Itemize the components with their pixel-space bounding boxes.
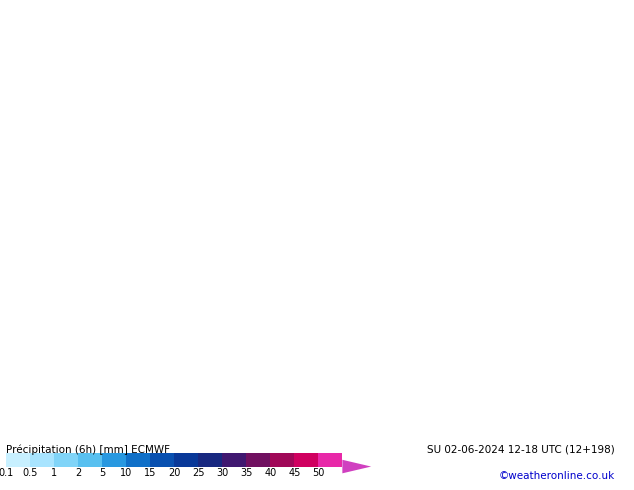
- Bar: [247, 453, 270, 466]
- Text: 45: 45: [288, 468, 301, 478]
- Text: 5: 5: [99, 468, 105, 478]
- Bar: [126, 453, 150, 466]
- Text: 2: 2: [75, 468, 82, 478]
- Text: 25: 25: [192, 468, 205, 478]
- Bar: [79, 453, 102, 466]
- Bar: [270, 453, 294, 466]
- Text: 30: 30: [216, 468, 228, 478]
- Bar: [150, 453, 174, 466]
- Bar: [30, 453, 55, 466]
- Text: Précipitation (6h) [mm] ECMWF: Précipitation (6h) [mm] ECMWF: [6, 445, 171, 455]
- Text: 0.1: 0.1: [0, 468, 14, 478]
- Text: 1: 1: [51, 468, 58, 478]
- Text: 35: 35: [240, 468, 252, 478]
- Text: 15: 15: [144, 468, 157, 478]
- Text: SU 02-06-2024 12-18 UTC (12+198): SU 02-06-2024 12-18 UTC (12+198): [427, 445, 615, 455]
- Bar: [6, 453, 30, 466]
- Bar: [55, 453, 79, 466]
- Text: 0.5: 0.5: [23, 468, 38, 478]
- Bar: [198, 453, 223, 466]
- Bar: [294, 453, 318, 466]
- Bar: [102, 453, 126, 466]
- FancyArrow shape: [342, 460, 371, 473]
- Bar: [318, 453, 342, 466]
- Text: ©weatheronline.co.uk: ©weatheronline.co.uk: [499, 471, 615, 481]
- Text: 50: 50: [312, 468, 325, 478]
- Text: 20: 20: [168, 468, 181, 478]
- Bar: [174, 453, 198, 466]
- Bar: [223, 453, 247, 466]
- Text: 40: 40: [264, 468, 276, 478]
- Text: 10: 10: [120, 468, 133, 478]
